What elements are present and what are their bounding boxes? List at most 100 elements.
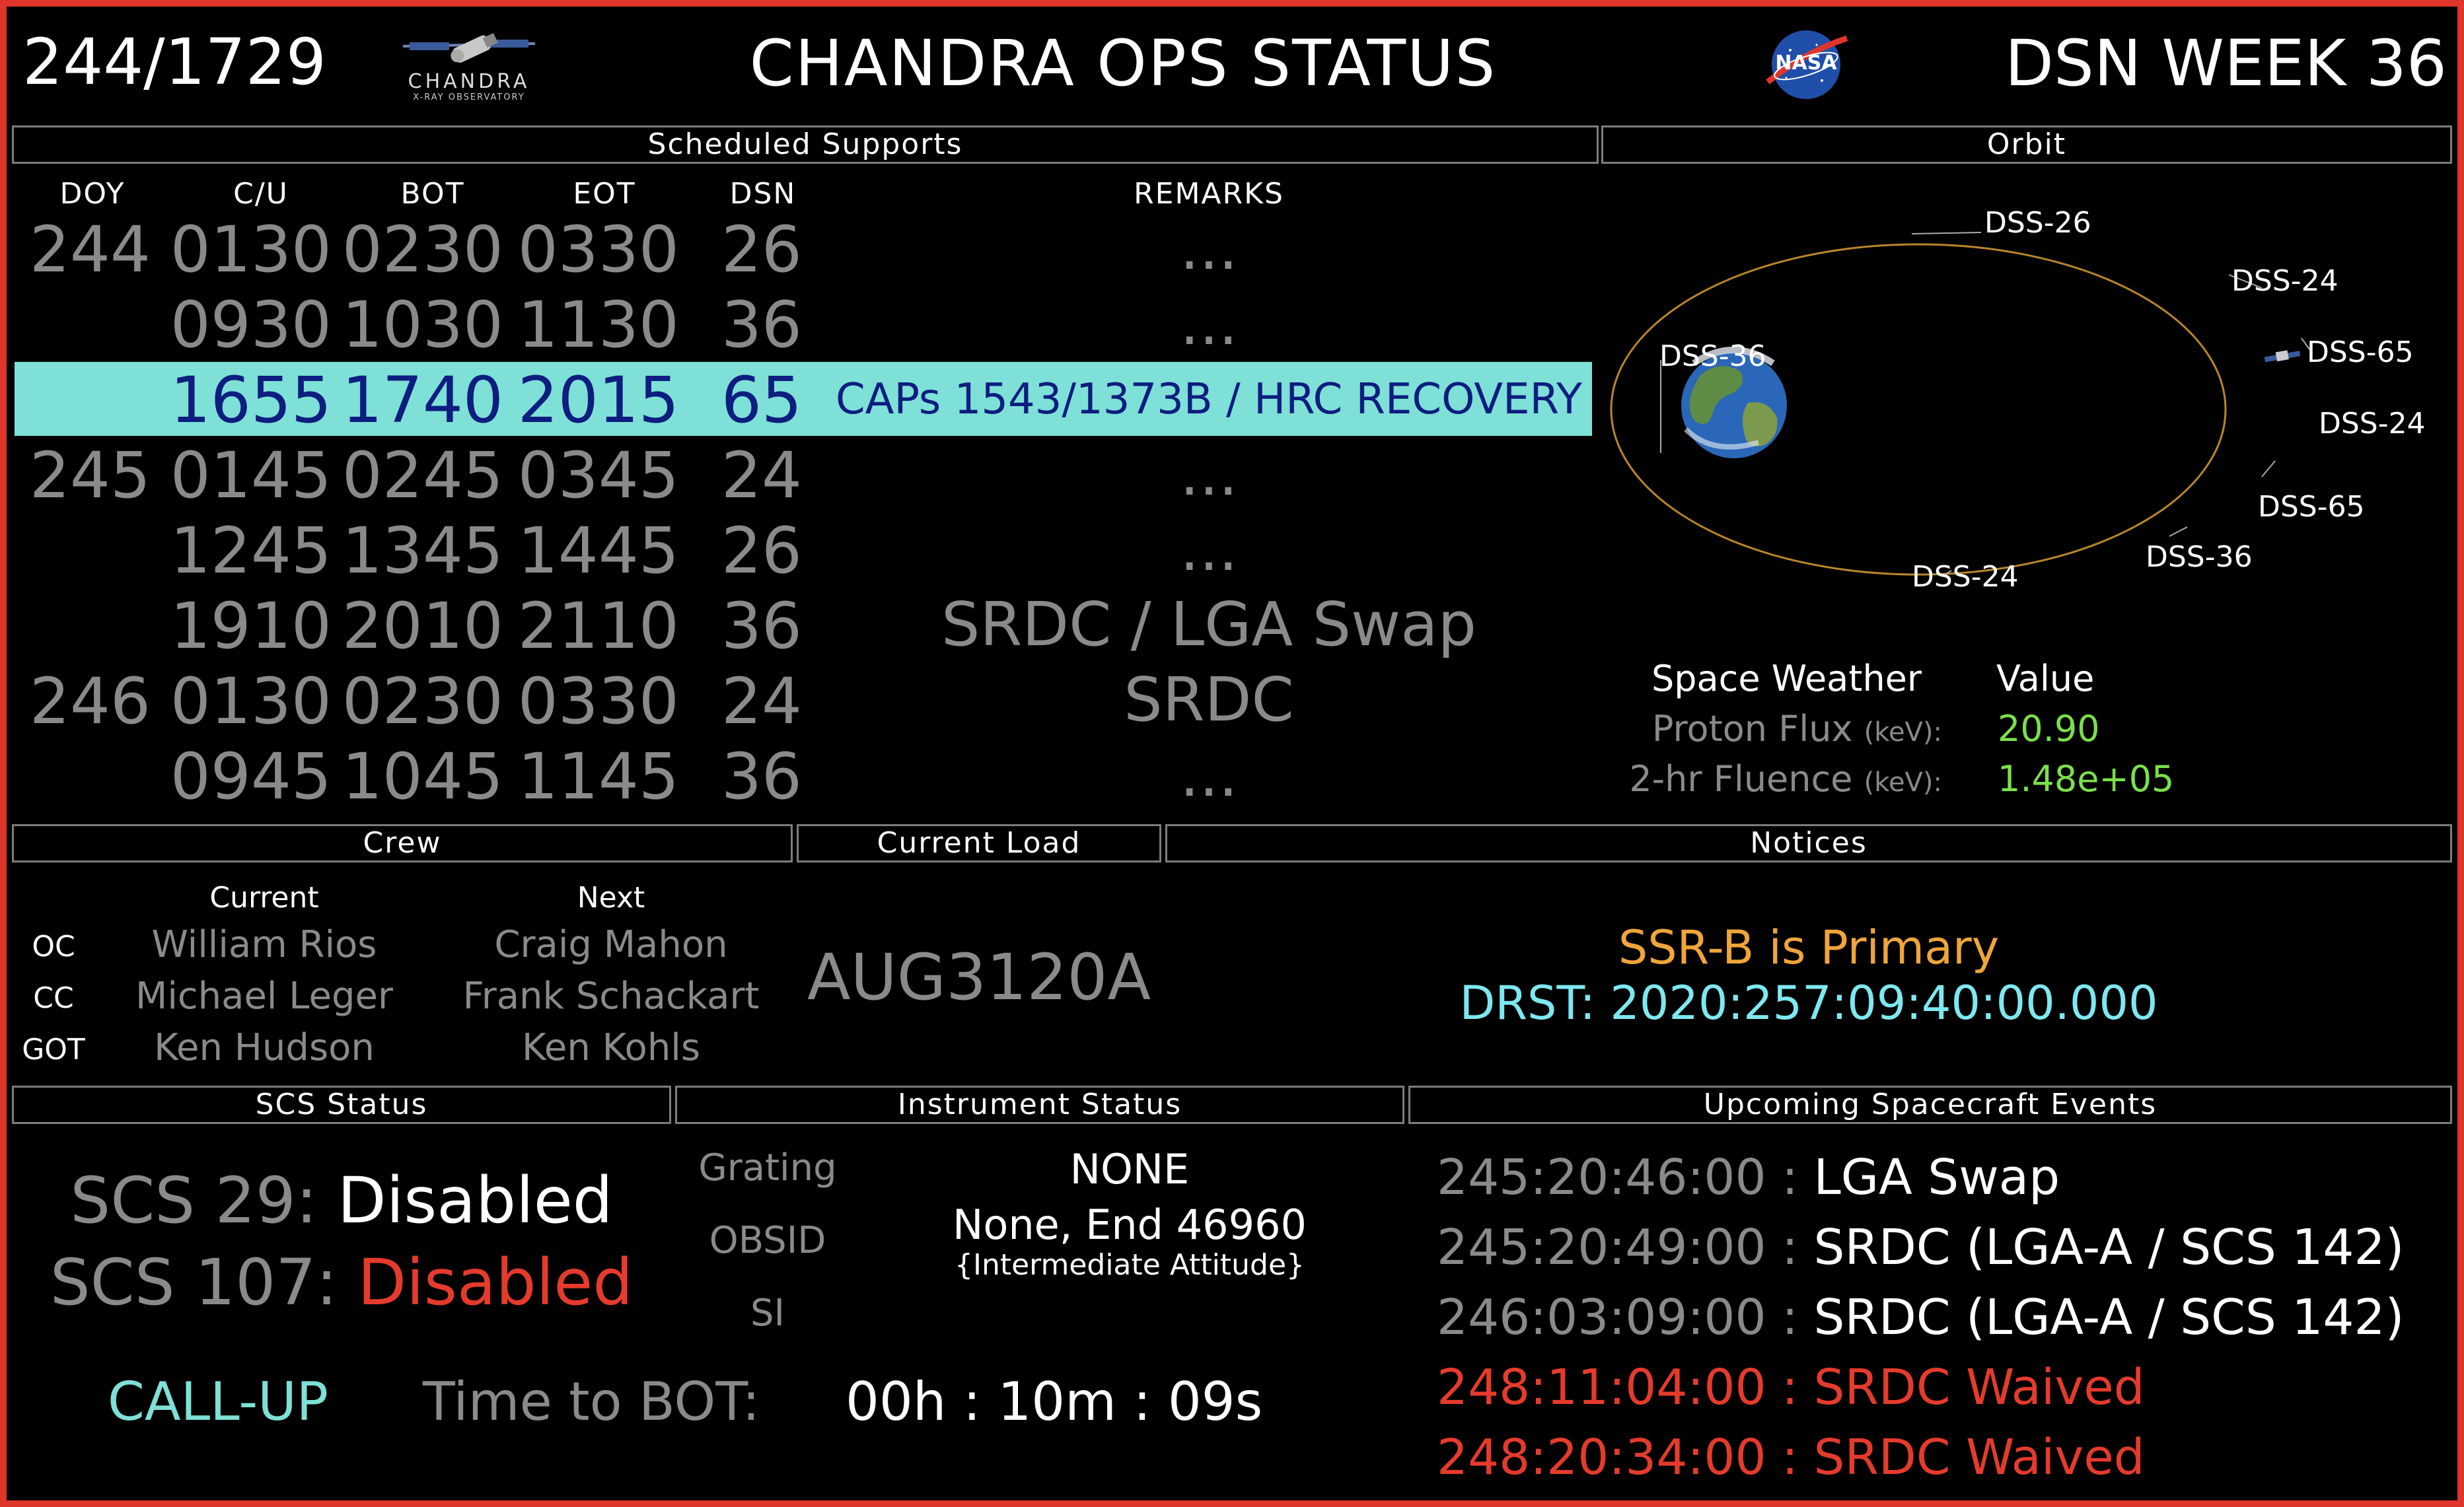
space-weather-value-heading: Value: [1996, 658, 2095, 699]
col-header-cu: C/U: [233, 177, 289, 211]
cell-cu: 0130: [170, 213, 332, 287]
event-item: 245:20:49:00 : SRDC (LGA-A / SCS 142): [1437, 1219, 2404, 1276]
cell-doy: 244: [29, 213, 151, 287]
event-sep: :: [1782, 1359, 1798, 1416]
cell-eot: 1445: [517, 514, 679, 588]
time-to-bot-value: 00h : 10m : 09s: [846, 1371, 1263, 1432]
cell-eot: 2110: [517, 589, 679, 663]
event-sep: :: [1782, 1429, 1798, 1486]
grating-label: Grating: [698, 1146, 837, 1189]
si-label: SI: [750, 1292, 785, 1335]
cell-dsn: 36: [721, 740, 802, 814]
crew-current-cc: Michael Leger: [135, 975, 393, 1018]
cell-cu: 1910: [170, 589, 332, 663]
scs29-value: Disabled: [337, 1164, 613, 1238]
cell-doy: 245: [29, 438, 151, 512]
event-time: 245:20:46:00: [1437, 1149, 1766, 1206]
logo-text-chandra: CHANDRA: [408, 70, 530, 93]
cell-remarks: CAPs 1543/1373B / HRC RECOVERY: [835, 375, 1583, 424]
cell-eot: 1130: [517, 288, 679, 362]
obsid-value: None, End 46960: [953, 1201, 1307, 1249]
cell-cu: 0130: [170, 664, 332, 738]
section-scheduled-supports: Scheduled Supports: [12, 125, 1599, 164]
proton-flux-unit: (keV):: [1864, 717, 1942, 748]
cell-remarks: ...: [1180, 288, 1238, 359]
orbit-label-dss26: DSS-26: [1984, 206, 2091, 240]
proton-flux-label-group: Proton Flux (keV):: [1652, 708, 1942, 750]
chandra-satellite-icon: [402, 33, 536, 63]
obsid-label: OBSID: [709, 1219, 826, 1262]
cell-remarks: SRDC: [1124, 664, 1294, 735]
cell-remarks: ...: [1180, 740, 1238, 810]
orbit-label-dss24-a: DSS-24: [2231, 264, 2338, 298]
event-desc: SRDC (LGA-A / SCS 142): [1813, 1219, 2405, 1276]
cell-eot: 0330: [517, 213, 679, 287]
cell-remarks: SRDC / LGA Swap: [941, 589, 1477, 660]
event-desc: SRDC (LGA-A / SCS 142): [1813, 1289, 2405, 1346]
col-header-eot: EOT: [573, 177, 636, 211]
cell-dsn: 24: [721, 664, 802, 738]
cell-dsn: 26: [721, 514, 802, 588]
nasa-logo: NASA: [1764, 25, 1851, 104]
scs107-label: SCS 107:: [50, 1245, 338, 1319]
nasa-logo-icon: [1766, 30, 1848, 99]
orbit-label-dss65-a: DSS-65: [2307, 335, 2414, 369]
cell-eot: 0345: [517, 438, 679, 512]
chandra-logo: CHANDRA X-RAY OBSERVATORY: [396, 26, 542, 106]
cell-dsn: 26: [721, 213, 802, 287]
notice-primary: SSR-B is Primary: [1618, 921, 2000, 975]
fluence-label: 2-hr Fluence: [1629, 758, 1853, 800]
spacecraft-icon: [2264, 350, 2301, 363]
event-time: 245:20:49:00: [1437, 1219, 1766, 1276]
cell-eot: 2015: [517, 363, 679, 437]
event-desc: SRDC Waived: [1813, 1429, 2145, 1486]
cell-dsn: 24: [721, 438, 802, 512]
section-crew: Crew: [12, 824, 793, 862]
proton-flux-value: 20.90: [1998, 708, 2100, 750]
event-sep: :: [1782, 1219, 1798, 1276]
proton-flux-label: Proton Flux: [1651, 708, 1853, 750]
cell-eot: 0330: [517, 664, 679, 738]
earth-icon: [1681, 347, 1787, 458]
section-orbit: Orbit: [1601, 125, 2452, 164]
nasa-text: NASA: [1775, 52, 1837, 75]
crew-role-cc: CC: [33, 981, 74, 1015]
cell-doy: 246: [29, 664, 151, 738]
space-weather-heading: Space Weather: [1651, 658, 1922, 699]
col-header-doy: DOY: [59, 177, 126, 211]
cell-dsn: 36: [721, 288, 802, 362]
cell-remarks: ...: [1180, 213, 1238, 283]
section-instrument-status: Instrument Status: [675, 1086, 1404, 1124]
event-item: 246:03:09:00 : SRDC (LGA-A / SCS 142): [1437, 1289, 2404, 1346]
crew-current-oc: William Rios: [151, 923, 377, 966]
cell-dsn: 65: [721, 363, 802, 437]
dsn-week: DSN WEEK 36: [2004, 26, 2447, 100]
crew-next-oc: Craig Mahon: [494, 923, 728, 966]
cell-cu: 0930: [170, 288, 332, 362]
col-header-bot: BOT: [400, 177, 465, 211]
scs29-label: SCS 29:: [70, 1164, 318, 1238]
cell-bot: 2010: [342, 589, 503, 663]
crew-role-got: GOT: [22, 1033, 85, 1067]
event-desc: SRDC Waived: [1813, 1359, 2145, 1416]
crew-current-got: Ken Hudson: [154, 1026, 375, 1069]
orbit-label-dss36-a: DSS-36: [1659, 339, 1766, 373]
event-time: 248:20:34:00: [1437, 1429, 1766, 1486]
cell-remarks: ...: [1180, 514, 1238, 584]
event-item: 248:20:34:00 : SRDC Waived: [1437, 1429, 2145, 1486]
section-current-load: Current Load: [797, 824, 1161, 862]
section-scs-status: SCS Status: [12, 1086, 671, 1124]
crew-current-heading: Current: [209, 881, 319, 915]
grating-value: NONE: [1069, 1145, 1190, 1193]
cell-bot: 1045: [342, 740, 503, 814]
orbit-label-dss65-b: DSS-65: [2258, 490, 2365, 524]
cell-bot: 1030: [342, 288, 503, 362]
obsid-note: {Intermediate Attitude}: [954, 1248, 1305, 1282]
orbit-ellipse: [1610, 243, 2227, 576]
cell-bot: 1740: [342, 363, 503, 437]
event-item: 248:11:04:00 : SRDC Waived: [1437, 1359, 2145, 1416]
notice-drst: DRST: 2020:257:09:40:00.000: [1459, 976, 2158, 1030]
section-notices: Notices: [1165, 824, 2452, 862]
event-sep: :: [1782, 1149, 1798, 1206]
